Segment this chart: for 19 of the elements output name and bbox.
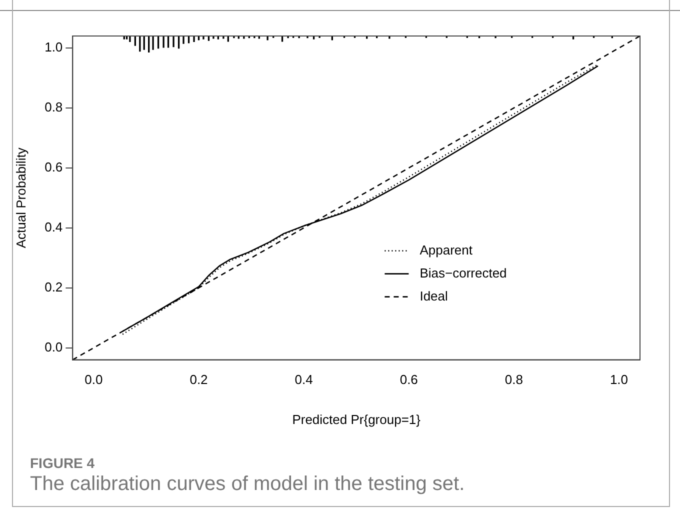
legend-label: Apparent [420,242,473,258]
x-tick-label: 0.0 [84,372,103,388]
x-axis-title: Predicted Pr{group=1} [292,412,422,427]
legend-label: Ideal [420,288,448,304]
x-tick-label: 1.0 [610,372,628,388]
x-tick-label: 0.8 [504,372,523,388]
caption: FIGURE 4 [30,455,96,471]
y-tick-label: 1.0 [44,40,63,55]
x-tick-label: 0.6 [400,372,418,388]
y-tick-label: 0.8 [44,100,63,115]
y-axis-title: Actual Probability [13,147,28,248]
x-tick-label: 0.4 [294,372,313,388]
y-tick-label: 0.2 [44,279,63,294]
text: The calibration curves of model in the testing set. [30,473,465,496]
legend-label: Bias−corrected [420,265,507,280]
x-tick-label: 0.2 [190,372,208,388]
y-tick-label: 0.0 [44,339,63,354]
y-tick-label: 0.6 [44,159,63,174]
y-tick-label: 0.4 [44,219,63,234]
